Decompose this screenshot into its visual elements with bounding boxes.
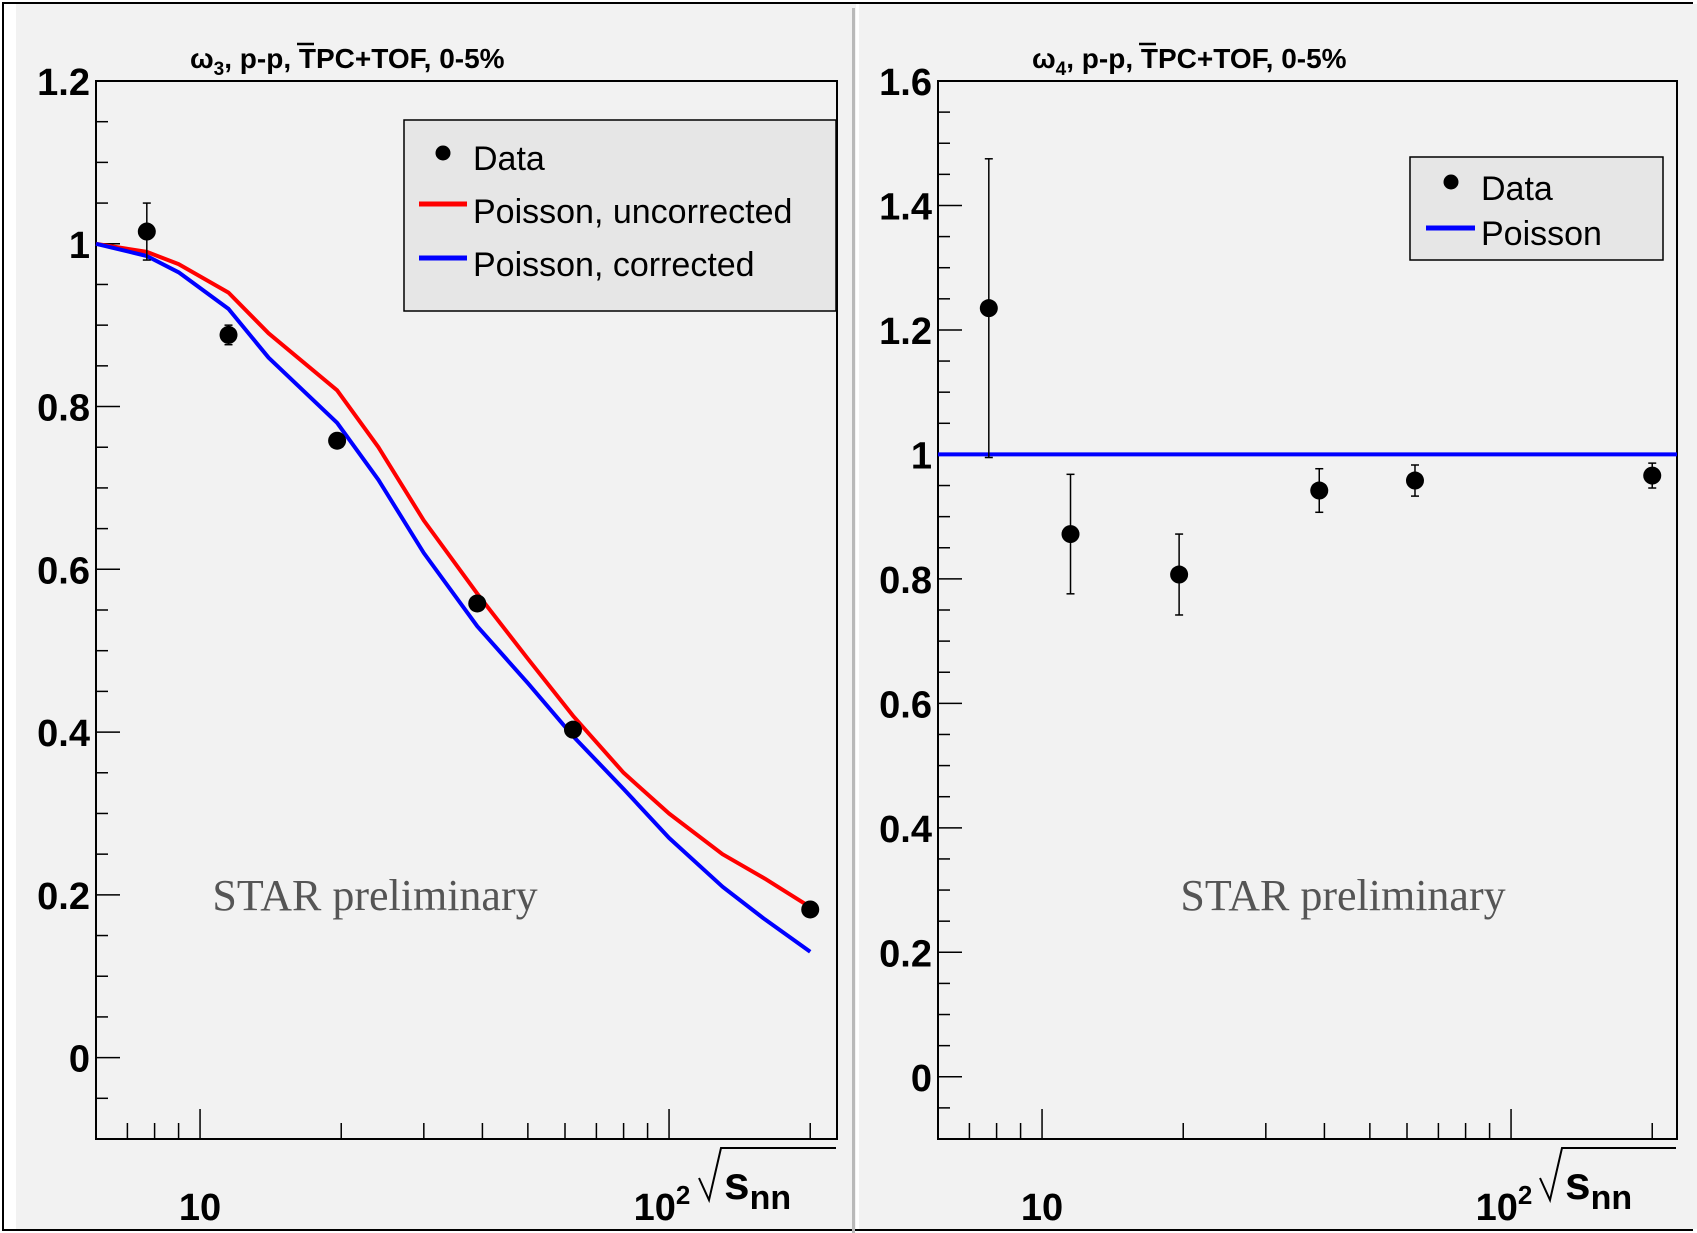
- data-point: [328, 431, 347, 450]
- title-subscript: 4: [1056, 59, 1067, 80]
- data-points: [137, 202, 820, 919]
- y-tick-label: 0.2: [879, 933, 932, 975]
- data-marker: [328, 431, 347, 450]
- data-marker: [137, 222, 156, 241]
- title-omega: ω: [190, 43, 214, 74]
- data-point: [1405, 464, 1424, 497]
- data-point: [979, 158, 998, 459]
- y-tick-label: 0.2: [37, 876, 90, 918]
- data-marker: [1170, 565, 1189, 584]
- legend-label-data: Data: [473, 140, 545, 178]
- star-preliminary-label: STAR preliminary: [212, 871, 537, 920]
- y-tick-label: 0.6: [37, 550, 90, 592]
- title-pbar: p: [266, 43, 283, 74]
- y-tick-label: 1.6: [879, 62, 932, 104]
- legend-label-corrected: Poisson, corrected: [473, 246, 755, 284]
- omega3-chart: ω3, p-p, TPC+TOF, 0-5% 0 0.2 0.4 0.6 0.8 1 1.2…: [37, 42, 838, 1229]
- data-marker: [563, 720, 582, 739]
- model-curves: [95, 241, 812, 954]
- data-point: [468, 594, 487, 613]
- y-tick-label: 0.4: [879, 809, 932, 851]
- y-tick-label: 0.6: [879, 684, 932, 726]
- title-pbar: p: [1108, 43, 1125, 74]
- x-axis-label: snn: [1539, 1147, 1676, 1217]
- legend-marker-data: [435, 145, 451, 161]
- star-preliminary-label: STAR preliminary: [1180, 871, 1505, 920]
- y-tick-label: 1.4: [879, 186, 932, 228]
- series-line-poisson-corrected: [95, 241, 812, 954]
- chart-title: ω4, p-p, TPC+TOF, 0-5%: [1032, 43, 1347, 80]
- y-axis: 0 0.2 0.4 0.6 0.8 1 1.2: [37, 62, 120, 1140]
- data-point: [1310, 467, 1329, 514]
- omega4-chart: ω4, p-p, TPC+TOF, 0-5% 0 0.2 0.4 0.6 0.8 1 1.2…: [879, 42, 1678, 1229]
- data-point: [1061, 473, 1080, 595]
- title-mid: , p-: [1066, 43, 1108, 74]
- title-mid: , p-: [224, 43, 266, 74]
- y-tick-label: 0: [69, 1039, 90, 1081]
- y-tick-label: 0.8: [37, 388, 90, 430]
- data-marker: [1643, 466, 1662, 485]
- title-omega: ω: [1032, 43, 1056, 74]
- x-tick-label-10: 10: [1021, 1187, 1063, 1229]
- y-tick-label: 1: [69, 225, 90, 267]
- data-marker: [979, 299, 998, 318]
- xlabel-s: s: [724, 1157, 750, 1209]
- y-tick-label: 0: [911, 1058, 932, 1100]
- data-point: [1170, 533, 1189, 616]
- xlabel-sub: nn: [1591, 1179, 1633, 1217]
- x-tick-label-100: 102: [634, 1180, 691, 1229]
- svg-text:snn: snn: [724, 1157, 791, 1217]
- xlabel-s: s: [1565, 1157, 1591, 1209]
- data-point: [137, 202, 156, 261]
- legend-label-uncorrected: Poisson, uncorrected: [473, 193, 792, 231]
- svg-text:snn: snn: [1565, 1157, 1632, 1217]
- data-marker: [1310, 481, 1329, 500]
- legend-label-data: Data: [1481, 170, 1553, 208]
- data-marker: [1061, 525, 1080, 544]
- x-tick-label-100: 102: [1476, 1180, 1533, 1229]
- data-point: [801, 900, 820, 919]
- series-line-poisson-uncorrected: [95, 241, 812, 909]
- sqrt-sign: [698, 1147, 836, 1204]
- data-point: [219, 324, 238, 346]
- x-axis-label: snn: [698, 1147, 836, 1217]
- y-tick-label: 0.4: [37, 713, 90, 755]
- legend-box: [1409, 156, 1664, 261]
- legend-label-poisson: Poisson: [1481, 215, 1602, 253]
- pad-divider: [852, 8, 855, 1233]
- x-axis: [126, 1109, 811, 1139]
- data-points: [979, 158, 1662, 616]
- legend-box: [403, 119, 837, 312]
- x-axis: [968, 1109, 1653, 1139]
- data-point: [563, 720, 582, 739]
- y-tick-label: 0.8: [879, 560, 932, 602]
- sqrt-sign: [1539, 1147, 1676, 1204]
- title-suffix: , TPC+TOF, 0-5%: [283, 43, 504, 74]
- data-marker: [468, 594, 487, 613]
- title-suffix: , TPC+TOF, 0-5%: [1125, 43, 1346, 74]
- data-point: [1643, 462, 1662, 489]
- chart-title: ω3, p-p, TPC+TOF, 0-5%: [190, 43, 505, 80]
- y-tick-label: 1.2: [37, 62, 90, 104]
- legend: Data Poisson, uncorrected Poisson, corre…: [403, 119, 837, 312]
- xlabel-sub: nn: [750, 1179, 792, 1217]
- y-tick-label: 1.2: [879, 311, 932, 353]
- x-tick-label-10: 10: [179, 1187, 221, 1229]
- y-tick-label: 1: [911, 435, 932, 477]
- data-marker: [1405, 471, 1424, 490]
- legend: Data Poisson: [1409, 156, 1664, 261]
- data-marker: [219, 325, 238, 344]
- data-marker: [801, 900, 820, 919]
- y-axis: 0 0.2 0.4 0.6 0.8 1 1.2 1.4 1.6: [879, 62, 962, 1140]
- title-subscript: 3: [214, 59, 225, 80]
- legend-marker-data: [1443, 174, 1459, 190]
